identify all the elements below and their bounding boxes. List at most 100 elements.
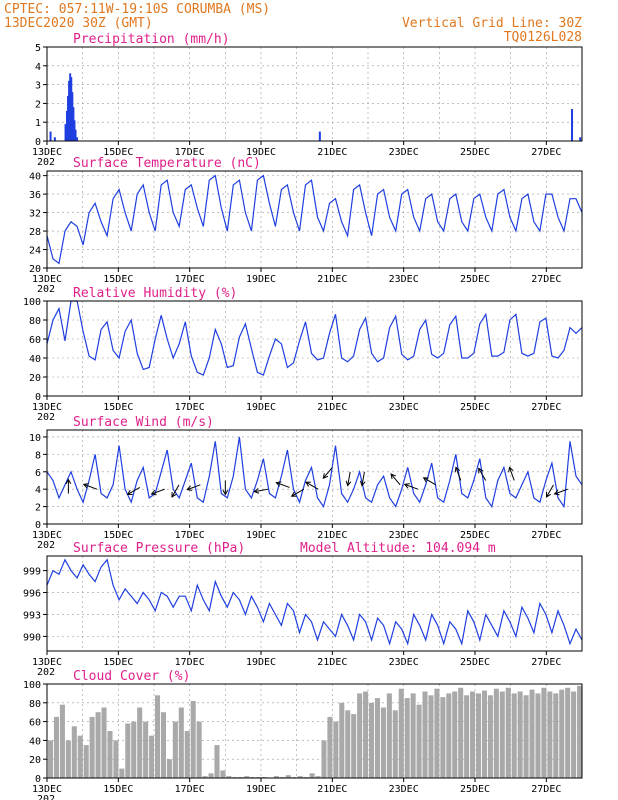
y-tick-label: 2 xyxy=(35,503,41,514)
x-tick-label: 15DEC xyxy=(103,274,133,285)
cloud-bar-81 xyxy=(529,689,535,778)
cloud-bar-26 xyxy=(202,776,208,778)
x-tick-label: 21DEC xyxy=(317,274,347,285)
cloud-bar-87 xyxy=(565,687,571,778)
cloud-bar-50 xyxy=(345,710,351,778)
wind-arrow-head xyxy=(275,481,282,487)
cloud-bar-2 xyxy=(59,704,65,778)
cloud-bar-55 xyxy=(374,698,380,778)
x-tick-label: 19DEC xyxy=(246,784,276,795)
wind-arrow-20 xyxy=(545,484,554,498)
y-tick-label: 100 xyxy=(23,680,41,691)
x-tick-label: 27DEC xyxy=(531,530,561,541)
wind-arrow-shaft xyxy=(347,471,351,486)
precip-bar-13 xyxy=(318,131,321,141)
precip-bar-14 xyxy=(571,109,574,141)
panel-title: Surface Temperature (nC) xyxy=(73,156,261,171)
wind-arrow-shaft xyxy=(361,471,365,486)
y-tick-label: 1 xyxy=(35,118,41,129)
x-tick-label: 21DEC xyxy=(317,657,347,668)
cloud-bar-84 xyxy=(547,691,553,778)
panel-title: Precipitation (mm/h) xyxy=(73,32,230,47)
wind-arrow-head xyxy=(508,466,514,473)
cloud-bar-38 xyxy=(273,776,279,778)
cloud-bar-0 xyxy=(48,740,54,778)
wind-arrow-17 xyxy=(454,466,462,481)
wind-arrow-head xyxy=(345,480,352,487)
panel-frame xyxy=(46,555,583,652)
cloud-bar-13 xyxy=(125,723,131,778)
x-tick-label: 17DEC xyxy=(175,274,205,285)
wind-arrow-head xyxy=(171,491,177,498)
x-tick-label: 17DEC xyxy=(175,402,205,413)
panel-3: Surface Wind (m/s) 0 2 4 6 8 10 13DEC 15DEC 17DEC… xyxy=(29,415,583,551)
cloud-bar-6 xyxy=(83,745,89,778)
wind-arrow-head xyxy=(186,485,193,491)
panel-5: Cloud Cover (%) 0 20 40 60 80 100 13DEC 15DEC 17D… xyxy=(23,669,583,800)
cloud-bar-64 xyxy=(428,695,434,778)
x-tick-label: 13DEC xyxy=(32,530,62,541)
wind-arrow-4 xyxy=(171,484,180,498)
x-tick-label: 23DEC xyxy=(389,657,419,668)
cloud-bar-46 xyxy=(321,740,327,778)
y-tick-label: 80 xyxy=(29,699,41,710)
header-run-time: 13DEC2020 30Z (GMT) xyxy=(4,16,153,31)
wind-arrow-head xyxy=(253,488,260,494)
x-tick-label: 25DEC xyxy=(460,274,490,285)
y-tick-label: 40 xyxy=(29,736,41,747)
x-tick-label: 23DEC xyxy=(389,530,419,541)
y-tick-label: 100 xyxy=(23,297,41,308)
cloud-bar-42 xyxy=(297,776,303,778)
y-tick-label: 996 xyxy=(23,589,41,600)
cloud-bar-20 xyxy=(166,759,172,778)
y-tick-label: 0 xyxy=(35,137,41,148)
x-tick-label: 25DEC xyxy=(460,784,490,795)
wind-arrow-14 xyxy=(390,473,401,486)
cloud-bar-61 xyxy=(410,693,416,778)
x-tick-label: 19DEC xyxy=(246,274,276,285)
y-tick-label: 0 xyxy=(35,392,41,403)
x-tick-label: 25DEC xyxy=(460,402,490,413)
cloud-bar-23 xyxy=(184,731,190,778)
cloud-bar-19 xyxy=(160,712,166,778)
cloud-bar-88 xyxy=(571,691,577,778)
y-tick-label: 28 xyxy=(29,227,41,238)
precip-bar-15 xyxy=(579,137,582,141)
y-tick-label: 0 xyxy=(35,774,41,785)
cloud-bar-33 xyxy=(244,776,250,778)
cloud-bar-51 xyxy=(351,714,357,778)
cloud-bar-71 xyxy=(470,691,476,778)
x-tick-label: 27DEC xyxy=(531,147,561,158)
cloud-bar-78 xyxy=(511,693,517,778)
precip-bar-5 xyxy=(68,80,71,141)
y-tick-label: 993 xyxy=(23,610,41,621)
precip-bar-4 xyxy=(67,95,70,141)
x-tick-label: 19DEC xyxy=(246,657,276,668)
cloud-bar-85 xyxy=(553,693,559,778)
precip-bar-9 xyxy=(72,107,75,141)
x-tick-label: 21DEC xyxy=(317,147,347,158)
panel-frame xyxy=(46,170,583,269)
x-year-fragment: 202 xyxy=(37,794,55,800)
wind-arrow-head xyxy=(150,489,157,496)
wind-arrow-5 xyxy=(186,484,201,491)
cloud-bar-14 xyxy=(131,721,137,778)
wind-arrow-13 xyxy=(359,471,366,487)
y-tick-label: 8 xyxy=(35,450,41,461)
wind-arrow-head xyxy=(545,491,551,498)
x-tick-label: 27DEC xyxy=(531,657,561,668)
x-tick-label: 25DEC xyxy=(460,530,490,541)
x-tick-label: 25DEC xyxy=(460,657,490,668)
x-tick-label: 15DEC xyxy=(103,147,133,158)
wind-arrow-head xyxy=(305,481,311,487)
series-line-4 xyxy=(46,558,583,646)
wind-arrow-7 xyxy=(253,488,269,494)
cloud-bar-77 xyxy=(505,687,511,778)
cloud-bar-44 xyxy=(309,773,315,778)
cloud-bar-25 xyxy=(196,721,202,778)
wind-arrow-18 xyxy=(478,467,487,481)
cloud-bar-70 xyxy=(464,695,470,778)
wind-arrow-10 xyxy=(305,481,319,490)
y-tick-label: 20 xyxy=(29,373,41,384)
wind-arrow-8 xyxy=(275,481,290,488)
